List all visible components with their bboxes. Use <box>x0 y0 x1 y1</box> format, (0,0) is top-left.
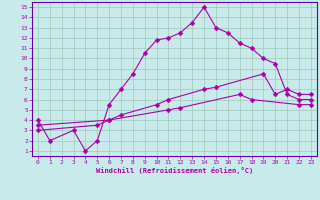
X-axis label: Windchill (Refroidissement éolien,°C): Windchill (Refroidissement éolien,°C) <box>96 167 253 174</box>
